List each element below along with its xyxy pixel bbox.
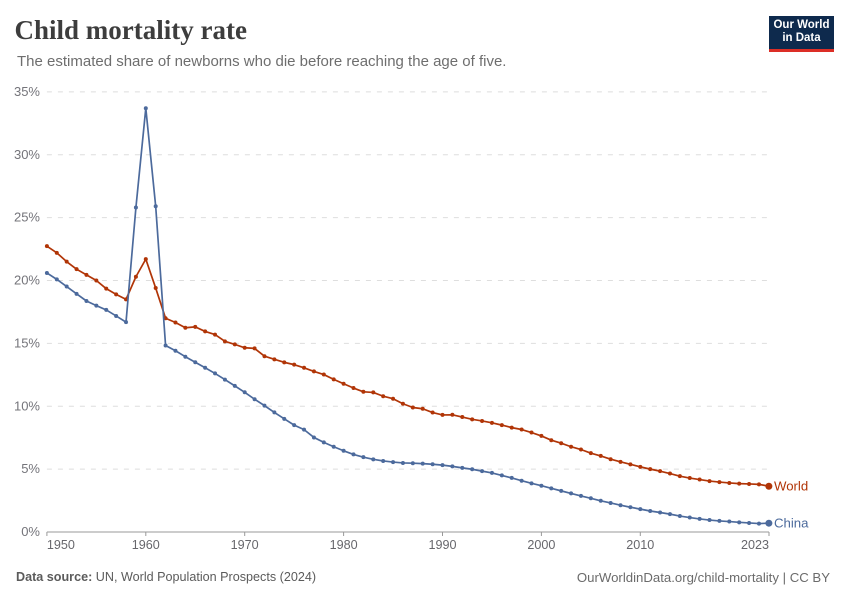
svg-text:5%: 5%: [21, 461, 40, 476]
svg-text:1950: 1950: [47, 538, 75, 552]
svg-text:10%: 10%: [14, 398, 40, 413]
svg-text:20%: 20%: [14, 273, 40, 288]
svg-text:15%: 15%: [14, 335, 40, 350]
svg-text:2023: 2023: [741, 538, 769, 552]
svg-text:1990: 1990: [428, 538, 456, 552]
svg-text:25%: 25%: [14, 210, 40, 225]
svg-text:1960: 1960: [132, 538, 160, 552]
svg-text:China: China: [774, 516, 809, 531]
svg-text:35%: 35%: [14, 84, 40, 99]
svg-text:2010: 2010: [626, 538, 654, 552]
svg-text:2000: 2000: [527, 538, 555, 552]
svg-text:0%: 0%: [21, 524, 40, 539]
svg-text:1980: 1980: [330, 538, 358, 552]
svg-text:1970: 1970: [231, 538, 259, 552]
svg-text:30%: 30%: [14, 147, 40, 162]
svg-text:World: World: [774, 479, 808, 494]
